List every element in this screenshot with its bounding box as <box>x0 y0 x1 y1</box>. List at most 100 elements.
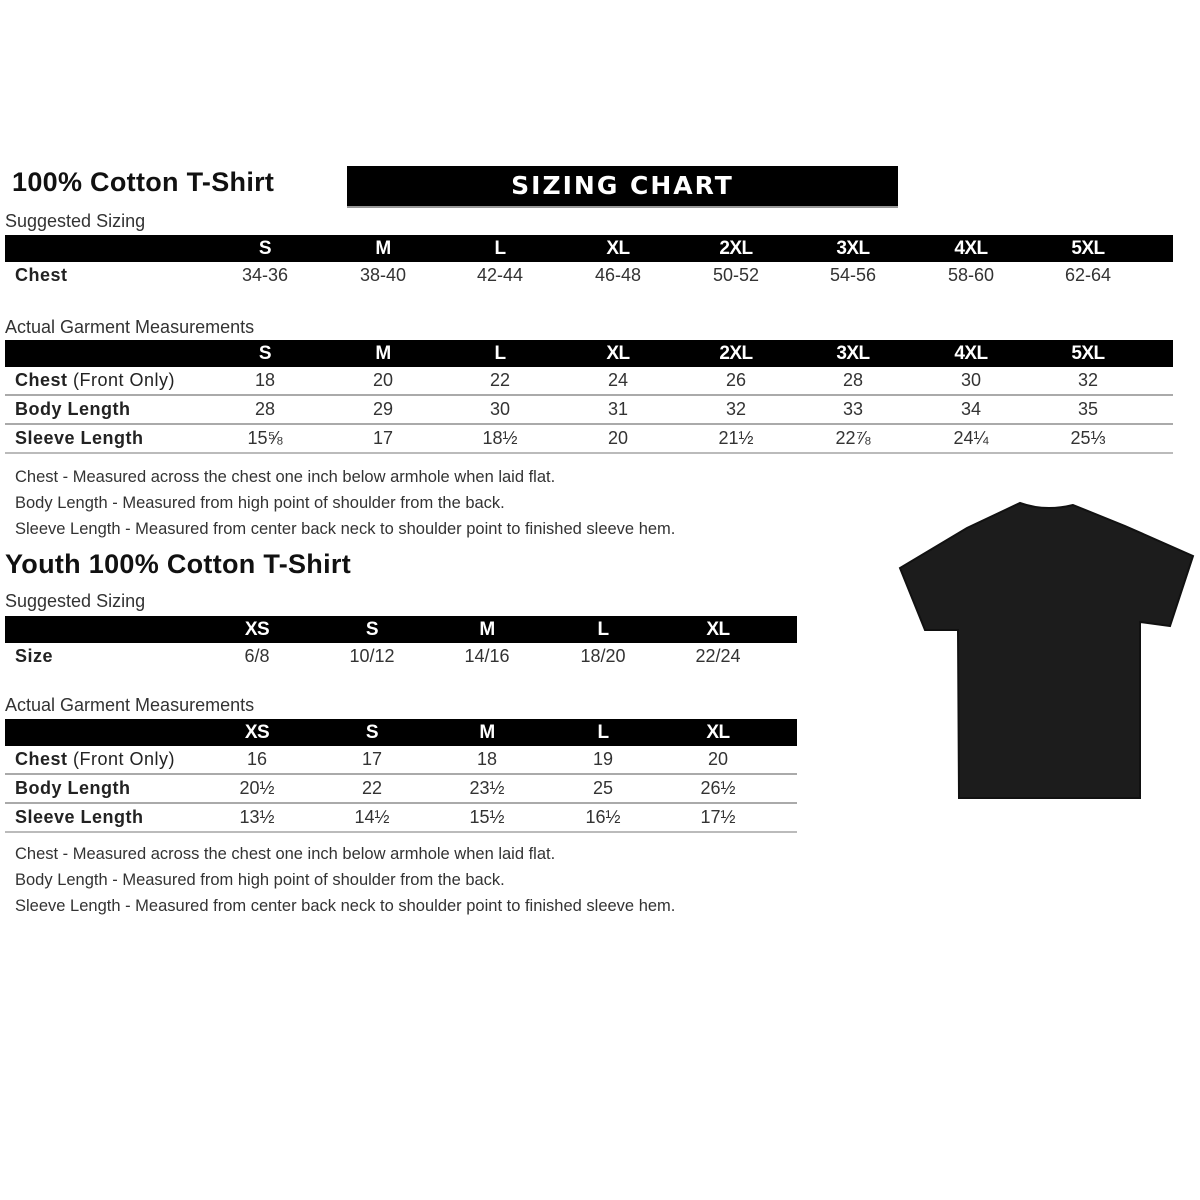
size-header: 5XL <box>1071 343 1105 364</box>
table-row: Chest 34-36 38-40 42-44 46-48 50-52 54-56 58-60… <box>5 262 1173 289</box>
cell-value: 25 <box>592 778 614 798</box>
youth-actual-table: XS S M L XL Chest (Front Only) 16 17 18 19 20 Body … <box>5 719 797 833</box>
size-header: S <box>365 722 379 743</box>
youth-note-sleeve: Sleeve Length - Measured from center bac… <box>15 897 676 915</box>
row-label: Size <box>15 643 53 670</box>
table-row: Sleeve Length 15⅝ 17 18½ 20 21½ 22⅞ 24¼ 25⅓ <box>5 425 1173 454</box>
cell-value: 22 <box>361 778 383 798</box>
sizing-chart-banner: SIZING CHART <box>347 166 898 208</box>
youth-title: Youth 100% Cotton T-Shirt <box>5 549 351 579</box>
cell-value: 22/24 <box>695 646 741 666</box>
size-header: 3XL <box>836 343 870 364</box>
t-shirt-icon <box>898 501 1195 799</box>
size-header: XL <box>606 343 630 364</box>
cell-value: 29 <box>372 399 394 419</box>
row-label: Sleeve Length <box>15 804 144 831</box>
cell-value: 22⅞ <box>835 428 871 448</box>
cell-value: 24¼ <box>953 428 989 448</box>
youth-suggested-label: Suggested Sizing <box>5 591 146 611</box>
cell-value: 16 <box>246 749 268 769</box>
youth-note-chest: Chest - Measured across the chest one in… <box>15 845 556 863</box>
row-label: Chest (Front Only) <box>15 746 175 773</box>
cell-value: 19 <box>592 749 614 769</box>
adult-suggested-table: S M L XL 2XL 3XL 4XL 5XL Chest 34-36 38-40 42-44 46-… <box>5 235 1173 289</box>
table-row: Size 6/8 10/12 14/16 18/20 22/24 <box>5 643 797 670</box>
cell-value: 15⅝ <box>247 428 283 448</box>
table-row: Chest (Front Only) 18 20 22 24 26 28 30 32 <box>5 367 1173 396</box>
cell-value: 18 <box>476 749 498 769</box>
size-header: XL <box>706 619 730 640</box>
cell-value: 16½ <box>585 807 621 827</box>
cell-value: 34 <box>960 399 982 419</box>
cell-value: 32 <box>725 399 747 419</box>
table-row: Sleeve Length 13½ 14½ 15½ 16½ 17½ <box>5 804 797 833</box>
size-header: 4XL <box>954 343 988 364</box>
youth-suggested-table: XS S M L XL Size 6/8 10/12 14/16 18/20 22/24 <box>5 616 797 670</box>
adult-suggested-label: Suggested Sizing <box>5 211 146 231</box>
cell-value: 28 <box>842 370 864 390</box>
size-header: 3XL <box>836 238 870 259</box>
cell-value: 33 <box>842 399 864 419</box>
size-header: L <box>494 238 506 259</box>
size-header: 2XL <box>719 343 753 364</box>
row-label: Sleeve Length <box>15 425 144 452</box>
cell-value: 17 <box>361 749 383 769</box>
cell-value: 50-52 <box>712 265 760 285</box>
row-label: Chest <box>15 262 68 289</box>
cell-value: 58-60 <box>947 265 995 285</box>
cell-value: 25⅓ <box>1070 428 1106 448</box>
cell-value: 20½ <box>239 778 275 798</box>
row-label-text: Chest <box>15 749 68 769</box>
size-header: S <box>258 238 272 259</box>
cell-value: 10/12 <box>349 646 395 666</box>
youth-note-body: Body Length - Measured from high point o… <box>15 871 505 889</box>
cell-value: 26½ <box>700 778 736 798</box>
size-header: XL <box>606 238 630 259</box>
cell-value: 46-48 <box>594 265 642 285</box>
row-label-text: Size <box>15 646 54 666</box>
size-header: M <box>375 343 391 364</box>
row-label-text: Sleeve Length <box>15 807 144 827</box>
cell-value: 22 <box>489 370 511 390</box>
size-header: S <box>258 343 272 364</box>
cell-value: 15½ <box>469 807 505 827</box>
size-header: 4XL <box>954 238 988 259</box>
cell-value: 14/16 <box>464 646 510 666</box>
cell-value: 30 <box>960 370 982 390</box>
adult-note-body: Body Length - Measured from high point o… <box>15 494 505 512</box>
size-header: XL <box>706 722 730 743</box>
cell-value: 54-56 <box>829 265 877 285</box>
cell-value: 31 <box>607 399 629 419</box>
row-label-note: (Front Only) <box>67 370 176 390</box>
table-row: Body Length 28 29 30 31 32 33 34 35 <box>5 396 1173 425</box>
cell-value: 14½ <box>354 807 390 827</box>
adult-actual-table: S M L XL 2XL 3XL 4XL 5XL Chest (Front Only) 18 20 2… <box>5 340 1173 454</box>
row-label-text: Body Length <box>15 399 131 419</box>
cell-value: 17½ <box>700 807 736 827</box>
cell-value: 30 <box>489 399 511 419</box>
size-header: L <box>494 343 506 364</box>
cell-value: 62-64 <box>1064 265 1112 285</box>
cell-value: 28 <box>254 399 276 419</box>
size-header: M <box>375 238 391 259</box>
size-header: XS <box>244 619 270 640</box>
cell-value: 6/8 <box>244 646 270 666</box>
size-header: L <box>597 722 609 743</box>
cell-value: 18½ <box>482 428 518 448</box>
cell-value: 38-40 <box>359 265 407 285</box>
cell-value: 13½ <box>239 807 275 827</box>
size-header: L <box>597 619 609 640</box>
size-header: 5XL <box>1071 238 1105 259</box>
youth-actual-label: Actual Garment Measurements <box>5 695 255 715</box>
cell-value: 20 <box>707 749 729 769</box>
cell-value: 20 <box>372 370 394 390</box>
cell-value: 18/20 <box>580 646 626 666</box>
cell-value: 35 <box>1077 399 1099 419</box>
size-header: 2XL <box>719 238 753 259</box>
cell-value: 42-44 <box>476 265 524 285</box>
cell-value: 26 <box>725 370 747 390</box>
adult-note-chest: Chest - Measured across the chest one in… <box>15 468 556 486</box>
row-label-text: Chest <box>15 265 68 285</box>
table-row: Body Length 20½ 22 23½ 25 26½ <box>5 775 797 804</box>
row-label-note: (Front Only) <box>67 749 176 769</box>
